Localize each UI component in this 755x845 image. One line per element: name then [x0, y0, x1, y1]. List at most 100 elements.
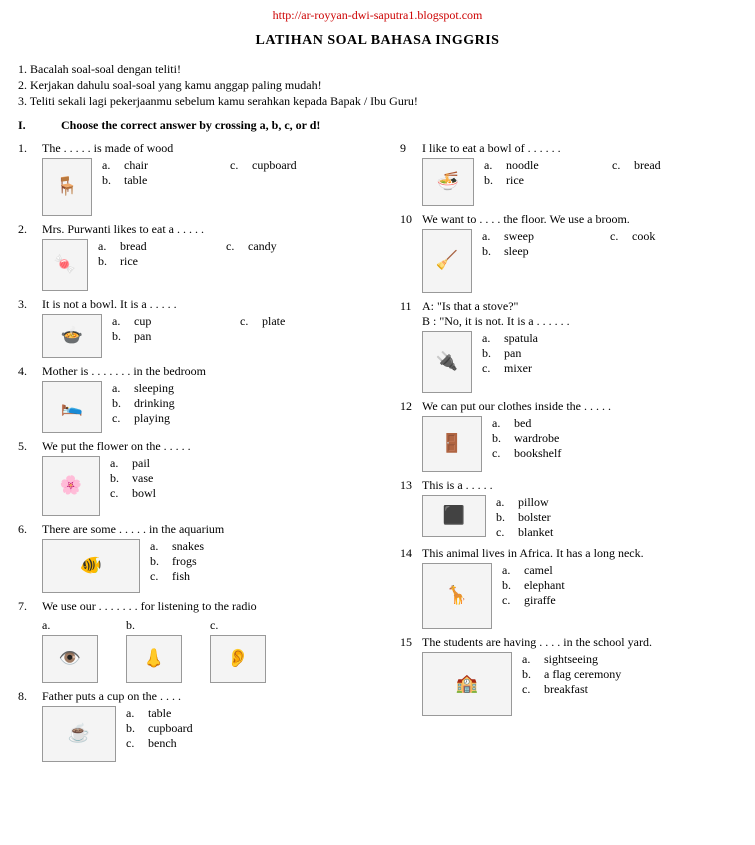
option[interactable]: a.sightseeing: [522, 652, 720, 667]
option[interactable]: a.noodle: [484, 158, 594, 173]
question-text: Mrs. Purwanti likes to eat a . . . . .: [42, 222, 388, 237]
option-label: drinking: [134, 396, 175, 411]
option-letter: a.: [492, 416, 514, 431]
question: 11A: "Is that a stove?"B : "No, it is no…: [400, 299, 720, 393]
option-letter: c.: [112, 411, 134, 426]
option-label: bread: [120, 239, 147, 254]
option[interactable]: a.sweep: [482, 229, 592, 244]
option-letter: b.: [126, 721, 148, 736]
option[interactable]: c.cook: [610, 229, 655, 244]
option-label: snakes: [172, 539, 204, 554]
option-label: frogs: [172, 554, 197, 569]
option[interactable]: c.👂: [210, 618, 276, 683]
question-number: 8.: [18, 689, 42, 704]
option-letter: b.: [110, 471, 132, 486]
page-title: LATIHAN SOAL BAHASA INGGRIS: [0, 33, 755, 49]
option[interactable]: a.cup: [112, 314, 222, 329]
option[interactable]: c.candy: [226, 239, 277, 254]
option[interactable]: c.breakfast: [522, 682, 720, 697]
question-text: This is a . . . . .: [422, 478, 720, 493]
option-label: plate: [262, 314, 285, 329]
question: 12We can put our clothes inside the . . …: [400, 399, 720, 472]
question-text: There are some . . . . . in the aquarium: [42, 522, 388, 537]
question-text: We want to . . . . the floor. We use a b…: [422, 212, 720, 227]
option[interactable]: a.bed: [492, 416, 720, 431]
question-image: 🏫: [422, 652, 512, 716]
option-label: cupboard: [148, 721, 193, 736]
question-number: 7.: [18, 599, 42, 614]
options: a.chair c.cupboard b.table: [102, 158, 388, 188]
option[interactable]: b.elephant: [502, 578, 720, 593]
option[interactable]: c.bowl: [110, 486, 388, 501]
option[interactable]: b.cupboard: [126, 721, 388, 736]
question-text: We can put our clothes inside the . . . …: [422, 399, 720, 414]
question: 5.We put the flower on the . . . . . 🌸a.…: [18, 439, 388, 516]
option-letter: c.: [210, 618, 232, 633]
option[interactable]: c.giraffe: [502, 593, 720, 608]
option[interactable]: b.pan: [482, 346, 720, 361]
option[interactable]: a.👁️: [42, 618, 108, 683]
option-letter: c.: [240, 314, 262, 329]
question-image: 👃: [126, 635, 182, 683]
option[interactable]: b.table: [102, 173, 212, 188]
question-number: 13: [400, 478, 422, 493]
option[interactable]: c.bread: [612, 158, 661, 173]
question-number: 2.: [18, 222, 42, 237]
option-letter: c.: [502, 593, 524, 608]
column-right: 9I like to eat a bowl of . . . . . .🍜a.n…: [400, 141, 720, 768]
option[interactable]: a.sleeping: [112, 381, 388, 396]
option-letter: a.: [42, 618, 64, 633]
option-label: bolster: [518, 510, 551, 525]
option[interactable]: c.playing: [112, 411, 388, 426]
question-body: 🌸a.pailb.vasec.bowl: [42, 456, 388, 516]
option-label: pail: [132, 456, 150, 471]
option[interactable]: c.cupboard: [230, 158, 297, 173]
question-text: The . . . . . is made of wood: [42, 141, 388, 156]
question-image: 🍜: [422, 158, 474, 206]
question: 1.The . . . . . is made of wood🪑a.chairc…: [18, 141, 388, 216]
option-label: pan: [504, 346, 521, 361]
option-letter: a.: [482, 229, 504, 244]
option-label: playing: [134, 411, 170, 426]
option[interactable]: b.drinking: [112, 396, 388, 411]
option[interactable]: a.pillow: [496, 495, 720, 510]
option[interactable]: b.rice: [484, 173, 594, 188]
option-label: cup: [134, 314, 151, 329]
options: a.bread c.candy b.rice: [98, 239, 388, 269]
option[interactable]: b.vase: [110, 471, 388, 486]
option[interactable]: b.sleep: [482, 244, 592, 259]
option[interactable]: a.snakes: [150, 539, 388, 554]
option-label: cupboard: [252, 158, 297, 173]
option[interactable]: a.camel: [502, 563, 720, 578]
options: a.pillowb.bolsterc.blanket: [496, 495, 720, 540]
option[interactable]: c.bench: [126, 736, 388, 751]
question: 3.It is not a bowl. It is a . . . . .🍲a.…: [18, 297, 388, 358]
option[interactable]: b.bolster: [496, 510, 720, 525]
option[interactable]: c.bookshelf: [492, 446, 720, 461]
option[interactable]: a.pail: [110, 456, 388, 471]
option[interactable]: b.pan: [112, 329, 222, 344]
source-url[interactable]: http://ar-royyan-dwi-saputra1.blogspot.c…: [0, 0, 755, 23]
option[interactable]: b.rice: [98, 254, 208, 269]
option[interactable]: a.chair: [102, 158, 212, 173]
question-image: 🍲: [42, 314, 102, 358]
option-label: cook: [632, 229, 655, 244]
option[interactable]: a.bread: [98, 239, 208, 254]
section-header: I. Choose the correct answer by crossing…: [18, 118, 737, 133]
question: 4.Mother is . . . . . . . in the bedroom…: [18, 364, 388, 433]
option[interactable]: a.spatula: [482, 331, 720, 346]
options: a.noodle c.bread b.rice: [484, 158, 720, 188]
question-image: 🍬: [42, 239, 88, 291]
option[interactable]: b.frogs: [150, 554, 388, 569]
option[interactable]: b.👃: [126, 618, 192, 683]
option[interactable]: c.blanket: [496, 525, 720, 540]
option[interactable]: c.plate: [240, 314, 285, 329]
option[interactable]: b.a flag ceremony: [522, 667, 720, 682]
option[interactable]: b.wardrobe: [492, 431, 720, 446]
option[interactable]: c.fish: [150, 569, 388, 584]
option[interactable]: c.mixer: [482, 361, 720, 376]
option-letter: c.: [612, 158, 634, 173]
option[interactable]: a.table: [126, 706, 388, 721]
option-letter: a.: [484, 158, 506, 173]
option-label: breakfast: [544, 682, 588, 697]
